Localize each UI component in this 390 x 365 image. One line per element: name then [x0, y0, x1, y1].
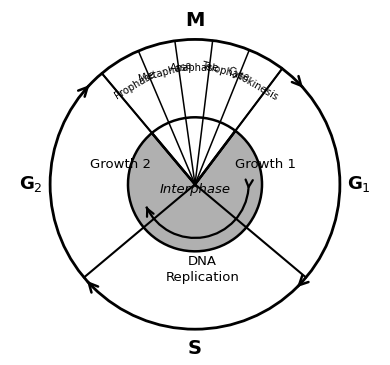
Text: Growth 1: Growth 1	[235, 158, 296, 171]
Wedge shape	[128, 131, 262, 251]
Text: Telophase: Telophase	[200, 61, 250, 83]
Text: M: M	[185, 11, 205, 30]
Text: Interphase: Interphase	[160, 183, 230, 196]
Text: Growth 2: Growth 2	[90, 158, 151, 171]
Text: Cytokinesis: Cytokinesis	[226, 65, 280, 102]
Text: DNA
Replication: DNA Replication	[165, 255, 239, 284]
Text: S: S	[188, 338, 202, 358]
Text: Metaphase: Metaphase	[137, 60, 193, 84]
Text: Prophase: Prophase	[113, 69, 157, 101]
Wedge shape	[152, 117, 235, 184]
Text: G$_2$: G$_2$	[20, 174, 43, 194]
Text: Anaphase: Anaphase	[170, 63, 220, 73]
Text: G$_1$: G$_1$	[347, 174, 370, 194]
